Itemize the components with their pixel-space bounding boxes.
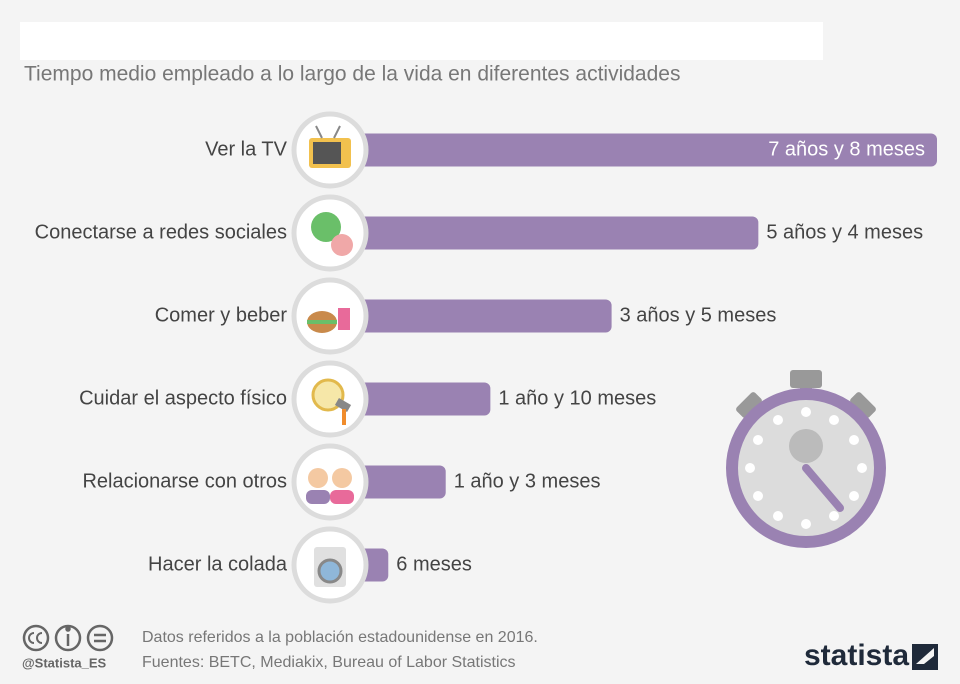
value-label: 1 año y 3 meses <box>454 470 601 492</box>
icon <box>331 234 353 256</box>
icon <box>306 490 330 504</box>
category-label: Ver la TV <box>205 138 288 160</box>
icon <box>333 125 341 139</box>
stopwatch <box>726 370 886 548</box>
icon <box>317 558 343 584</box>
icon <box>311 212 353 256</box>
bar <box>350 216 759 250</box>
category-label: Hacer la colada <box>148 553 288 575</box>
category-label: Comer y beber <box>155 304 288 326</box>
icon <box>311 378 345 412</box>
bar <box>350 133 937 167</box>
value-label: 3 años y 5 meses <box>620 304 777 326</box>
value-label: 5 años y 4 meses <box>766 221 923 243</box>
icon <box>330 490 354 504</box>
icon <box>313 142 341 164</box>
footer-account: @Statista_ES <box>22 655 107 670</box>
bars: Ver la TV 7 años y 8 meses Conectarse a re… <box>35 111 937 604</box>
category-label: Conectarse a redes sociales <box>35 221 287 243</box>
license-icons <box>22 624 114 652</box>
icon <box>307 320 337 324</box>
icon <box>307 308 350 333</box>
icon <box>306 468 354 504</box>
bar <box>350 382 491 416</box>
brand: statista <box>804 639 909 672</box>
chart-title: Tiempo medio empleado a lo largo de la v… <box>24 63 680 86</box>
value-label: 6 meses <box>396 553 472 575</box>
icon <box>315 125 323 139</box>
icon <box>311 212 341 242</box>
category-label: Relacionarse con otros <box>82 470 287 492</box>
value-label: 1 año y 10 meses <box>498 387 656 409</box>
header-band <box>20 22 823 60</box>
icon <box>334 398 352 412</box>
footer-note: Datos referidos a la población estadouni… <box>142 629 538 646</box>
category-label: Cuidar el aspecto físico <box>79 387 287 409</box>
icon <box>314 547 346 587</box>
icon <box>308 468 328 488</box>
icon <box>342 409 346 425</box>
value-label: 7 años y 8 meses <box>768 138 925 160</box>
icon <box>311 378 352 425</box>
brand-logo <box>912 644 938 670</box>
bar <box>350 299 612 333</box>
icon <box>309 125 351 168</box>
icon <box>332 468 352 488</box>
bar <box>350 465 446 499</box>
icon-circle <box>291 443 369 521</box>
icon <box>338 308 350 330</box>
footer-sources: Fuentes: BETC, Mediakix, Bureau of Labor… <box>142 654 516 671</box>
